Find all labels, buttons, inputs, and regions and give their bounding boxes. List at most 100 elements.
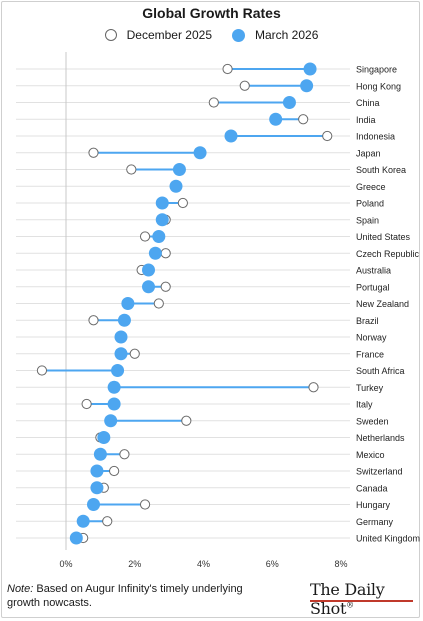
- legend: December 2025 March 2026: [0, 27, 423, 43]
- point-march: [303, 62, 317, 76]
- point-march: [76, 514, 90, 528]
- point-december: [181, 415, 192, 426]
- point-march: [152, 230, 166, 243]
- brand-underline: [310, 600, 413, 602]
- point-december: [36, 365, 48, 376]
- x-tick-label: 4%: [197, 559, 210, 569]
- point-december: [102, 516, 113, 527]
- point-december: [177, 197, 188, 209]
- footnote-label: Note:: [7, 583, 34, 595]
- point-march: [269, 112, 283, 126]
- category-label: South Korea: [356, 165, 406, 175]
- point-march: [107, 397, 121, 411]
- legend-item-march: March 2026: [232, 28, 318, 42]
- footnote-text: Based on Augur Infinity's timely underly…: [7, 583, 243, 609]
- point-march: [111, 364, 125, 377]
- point-march: [142, 280, 155, 294]
- category-label: Hong Kong: [356, 81, 401, 91]
- point-march: [97, 431, 111, 444]
- point-march: [69, 531, 83, 545]
- point-december: [139, 499, 151, 510]
- category-label: Czech Republic: [356, 249, 420, 259]
- category-label: United Kingdom: [356, 534, 420, 544]
- point-march: [90, 481, 104, 495]
- point-march: [193, 146, 207, 160]
- point-december: [129, 348, 140, 359]
- point-december: [81, 398, 92, 410]
- category-label: India: [356, 115, 376, 125]
- category-label: France: [356, 349, 384, 359]
- point-december: [239, 80, 250, 91]
- point-march: [148, 246, 162, 260]
- category-label: Turkey: [356, 383, 384, 393]
- point-december: [119, 449, 130, 460]
- category-label: Mexico: [356, 450, 385, 460]
- point-december: [308, 382, 319, 393]
- point-march: [117, 313, 131, 327]
- point-march: [121, 297, 135, 310]
- x-tick-label: 0%: [59, 559, 72, 569]
- point-december: [160, 281, 171, 292]
- point-december: [139, 231, 151, 242]
- category-label: United States: [356, 232, 411, 242]
- legend-open-circle-icon: [104, 29, 117, 41]
- point-december: [322, 130, 333, 142]
- category-label: Netherlands: [356, 433, 405, 443]
- x-tick-label: 8%: [334, 559, 347, 569]
- x-tick-label: 6%: [266, 559, 279, 569]
- point-march: [169, 179, 183, 193]
- legend-filled-circle-icon: [232, 28, 245, 42]
- brand-name: The Daily Shot: [310, 580, 385, 618]
- point-december: [109, 465, 120, 477]
- point-march: [87, 498, 100, 511]
- category-label: Portugal: [356, 282, 390, 292]
- point-march: [107, 380, 121, 394]
- point-december: [126, 164, 137, 175]
- point-december: [153, 298, 164, 309]
- category-label: South Africa: [356, 366, 405, 376]
- point-march: [142, 263, 155, 277]
- point-march: [155, 213, 169, 227]
- legend-item-december: December 2025: [104, 28, 212, 42]
- point-december: [88, 147, 99, 158]
- legend-label-december: December 2025: [126, 28, 212, 42]
- point-march: [114, 347, 128, 361]
- legend-label-march: March 2026: [255, 28, 319, 42]
- point-march: [172, 163, 186, 176]
- chart-title: Global Growth Rates: [142, 5, 281, 21]
- point-march: [114, 330, 128, 344]
- category-label: Greece: [356, 182, 386, 192]
- point-march: [282, 96, 296, 109]
- brand-mark: ®: [346, 600, 354, 610]
- point-march: [224, 129, 238, 143]
- point-march: [90, 464, 104, 478]
- category-label: Brazil: [356, 316, 379, 326]
- category-label: Switzerland: [356, 467, 403, 477]
- category-label: Sweden: [356, 416, 389, 426]
- category-label: Germany: [356, 517, 394, 527]
- category-label: Indonesia: [356, 132, 395, 142]
- point-december: [298, 114, 309, 125]
- category-label: Singapore: [356, 65, 397, 75]
- category-label: Hungary: [356, 500, 391, 510]
- point-march: [155, 196, 169, 210]
- point-december: [222, 63, 233, 75]
- footnote: Note: Based on Augur Infinity's timely u…: [7, 582, 257, 610]
- point-march: [300, 79, 314, 93]
- category-label: Norway: [356, 333, 387, 343]
- category-label: New Zealand: [356, 299, 409, 309]
- category-label: Italy: [356, 400, 373, 410]
- x-tick-label: 2%: [128, 559, 141, 569]
- category-label: China: [356, 98, 380, 108]
- category-label: Spain: [356, 215, 379, 225]
- point-december: [208, 97, 219, 108]
- point-december: [88, 315, 99, 326]
- point-december: [160, 248, 171, 259]
- brand-logo: The Daily Shot®: [310, 580, 423, 618]
- category-label: Poland: [356, 199, 384, 209]
- category-label: Japan: [356, 148, 381, 158]
- category-label: Australia: [356, 266, 391, 276]
- point-march: [104, 414, 118, 428]
